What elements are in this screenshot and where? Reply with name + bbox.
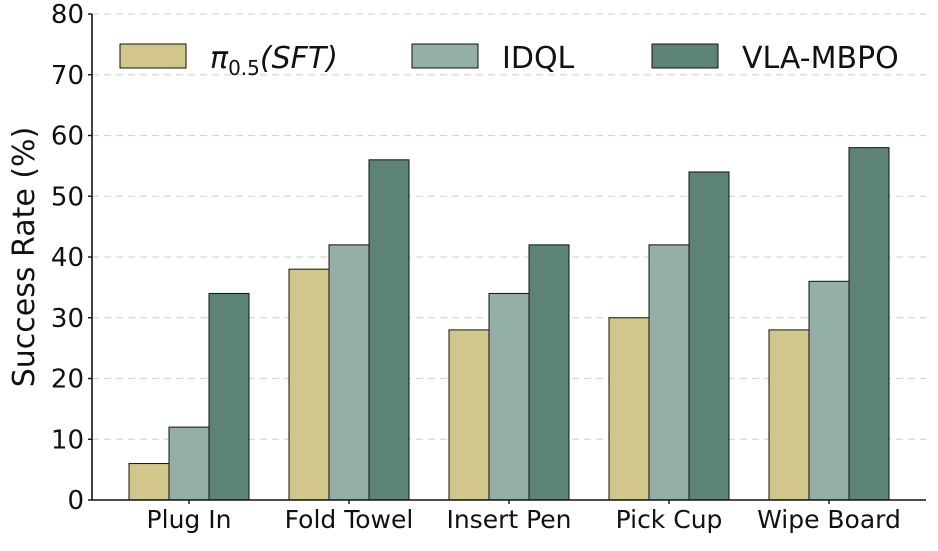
legend-item: π0.5(SFT)	[119, 41, 338, 80]
y-tick-label: 20	[51, 365, 84, 395]
y-tick-label: 50	[51, 182, 84, 212]
y-tick-label: 70	[51, 61, 84, 91]
legend-item: VLA-MBPO	[651, 41, 899, 76]
bar-idql-wipe-board	[808, 280, 850, 501]
x-tick-labels: Plug In Fold Towel Insert Pen Pick Cup Wipe …	[147, 500, 901, 534]
bar-vla-mbpo-pick-cup	[688, 171, 730, 501]
bar-groups	[128, 147, 890, 501]
bar-0-5-sft-pick-cup	[608, 317, 650, 501]
bar-vla-mbpo-insert-pen	[528, 244, 570, 501]
bar-0-5-sft-fold-towel	[288, 268, 330, 501]
bar-0-5-sft-wipe-board	[768, 329, 810, 501]
y-tick-label: 0	[67, 486, 84, 516]
legend-label: π0.5(SFT)	[210, 41, 338, 80]
legend-swatch	[411, 43, 479, 69]
legend-item: IDQL	[411, 41, 575, 76]
x-tick-label: Insert Pen	[446, 505, 571, 534]
bar-idql-pick-cup	[648, 244, 690, 501]
bar-group	[128, 292, 250, 501]
bar-group	[448, 244, 570, 501]
bar-group	[608, 171, 730, 501]
legend-swatch	[119, 43, 187, 69]
x-tick-label: Wipe Board	[757, 505, 901, 534]
bar-idql-plug-in	[168, 426, 210, 501]
bar-vla-mbpo-plug-in	[208, 292, 250, 501]
legend-label: VLA-MBPO	[742, 41, 899, 76]
y-tick-label: 80	[51, 0, 84, 30]
bar-vla-mbpo-wipe-board	[848, 147, 890, 501]
y-tick-label: 30	[51, 304, 84, 334]
bar-group	[768, 147, 890, 501]
legend-swatch	[651, 43, 719, 69]
y-axis-title: Success Rate (%)	[7, 127, 42, 388]
y-tick-label: 60	[51, 122, 84, 152]
bar-0-5-sft-plug-in	[128, 463, 170, 501]
legend: π0.5(SFT) IDQL VLA-MBPO	[119, 41, 899, 80]
bar-idql-fold-towel	[328, 244, 370, 501]
bar-0-5-sft-insert-pen	[448, 329, 490, 501]
x-tick-label: Pick Cup	[616, 505, 723, 534]
y-tick-labels: 0 10 20 30 40 50 60 70 80	[51, 0, 92, 516]
x-tick-label: Plug In	[147, 505, 232, 534]
bar-group	[288, 159, 410, 501]
y-tick-label: 40	[51, 243, 84, 273]
y-tick-label: 10	[51, 425, 84, 455]
bar-idql-insert-pen	[488, 292, 530, 501]
legend-label: IDQL	[502, 41, 575, 76]
x-tick-label: Fold Towel	[285, 505, 414, 534]
bar-vla-mbpo-fold-towel	[368, 159, 410, 501]
